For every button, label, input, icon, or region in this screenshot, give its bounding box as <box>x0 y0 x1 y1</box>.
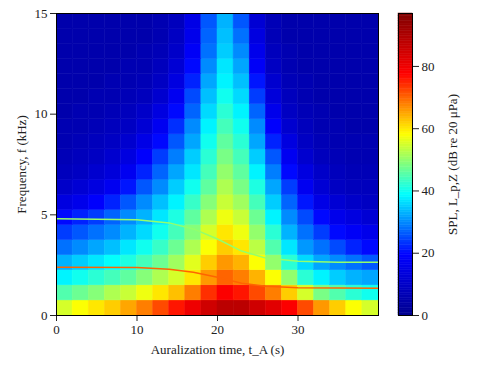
svg-text:40: 40 <box>422 183 435 198</box>
svg-text:0: 0 <box>53 322 60 337</box>
svg-text:Frequency, f (kHz): Frequency, f (kHz) <box>14 115 29 213</box>
svg-text:5: 5 <box>41 207 48 222</box>
svg-text:SPL, L_p,Z (dB re 20 μPa): SPL, L_p,Z (dB re 20 μPa) <box>445 94 460 235</box>
svg-text:10: 10 <box>35 106 48 121</box>
svg-text:10: 10 <box>131 322 144 337</box>
svg-text:0: 0 <box>41 308 48 323</box>
svg-text:0: 0 <box>422 308 429 323</box>
svg-text:80: 80 <box>422 59 435 74</box>
svg-text:20: 20 <box>422 245 435 260</box>
svg-text:60: 60 <box>422 121 435 136</box>
svg-text:Auralization time, t_A (s): Auralization time, t_A (s) <box>151 342 285 357</box>
svg-text:15: 15 <box>35 6 48 21</box>
svg-text:20: 20 <box>211 322 224 337</box>
svg-text:30: 30 <box>292 322 305 337</box>
